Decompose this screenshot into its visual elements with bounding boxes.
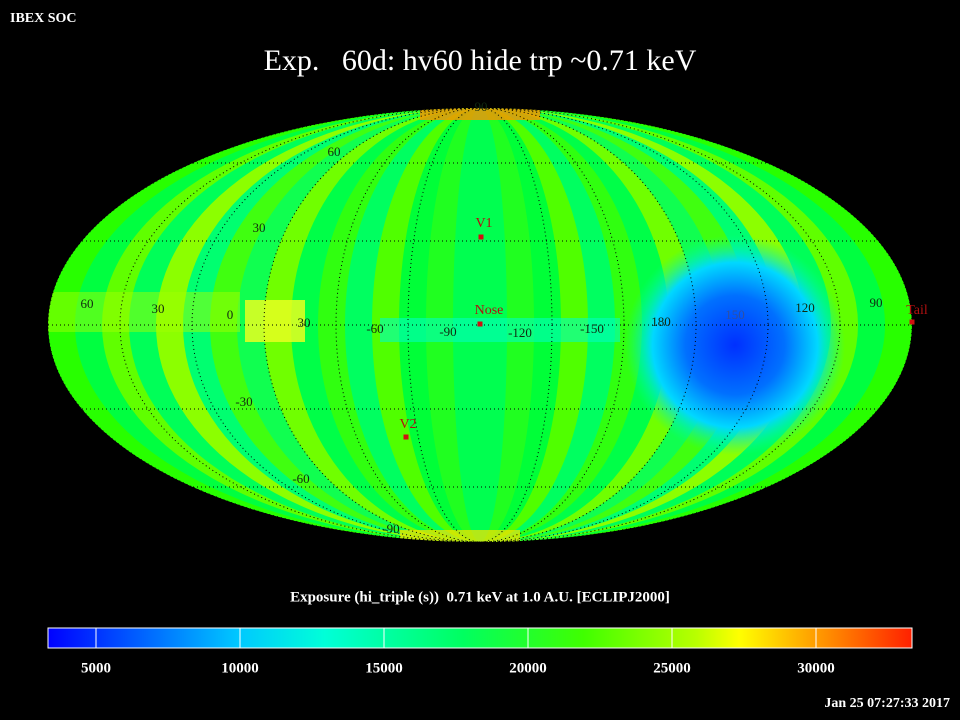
colorbar-tick-label: 30000 bbox=[797, 660, 835, 676]
marker-point bbox=[909, 319, 915, 325]
longitude-label: -60 bbox=[366, 321, 383, 336]
longitude-label: 180 bbox=[651, 314, 671, 329]
timestamp: Jan 25 07:27:33 2017 bbox=[824, 696, 950, 711]
source-label: IBEX SOC bbox=[10, 11, 77, 26]
longitude-label: -120 bbox=[508, 325, 532, 340]
marker-label: V2 bbox=[399, 417, 416, 432]
map-labels: 60 30 0 30 -60 -90 -120 -150 180 150 120 90 90 60 30 -3… bbox=[81, 99, 928, 536]
latitude-label: 90 bbox=[475, 99, 488, 114]
colorbar-tick-label: 10000 bbox=[221, 660, 259, 676]
latitude-label: -30 bbox=[235, 394, 252, 409]
longitude-label: 30 bbox=[298, 315, 311, 330]
longitude-label: -150 bbox=[580, 321, 604, 336]
longitude-label: 30 bbox=[152, 301, 165, 316]
longitude-label: 0 bbox=[227, 307, 234, 322]
exposure-minimum bbox=[625, 235, 845, 455]
longitude-label: -90 bbox=[439, 324, 456, 339]
marker-label: V1 bbox=[475, 216, 492, 231]
longitude-label: 90 bbox=[870, 295, 883, 310]
colorbar bbox=[48, 628, 912, 648]
marker-point bbox=[403, 434, 409, 440]
sky-patch bbox=[420, 108, 540, 120]
sky-patch bbox=[245, 300, 305, 342]
meridian bbox=[47, 107, 913, 543]
colorbar-caption: Exposure (hi_triple (s)) 0.71 keV at 1.0… bbox=[290, 589, 670, 605]
colorbar-ticks: 5000 10000 15000 20000 25000 30000 bbox=[47, 627, 913, 676]
colorbar-tick-label: 25000 bbox=[653, 660, 691, 676]
marker-label: Tail bbox=[906, 303, 928, 318]
latitude-label: 60 bbox=[328, 144, 341, 159]
sky-map bbox=[48, 108, 912, 542]
title: Exp. 60d: hv60 hide trp ~0.71 keV bbox=[264, 44, 697, 77]
longitude-label: 60 bbox=[81, 296, 94, 311]
latitude-label: -60 bbox=[292, 471, 309, 486]
colorbar-tick-label: 5000 bbox=[81, 660, 111, 676]
sky-patch bbox=[380, 318, 620, 342]
longitude-label: 120 bbox=[795, 300, 815, 315]
sky-patch bbox=[48, 292, 240, 332]
marker-label: Nose bbox=[475, 303, 504, 318]
latitude-label: -90 bbox=[382, 521, 399, 536]
marker-point bbox=[477, 321, 483, 327]
colorbar-tick-label: 15000 bbox=[365, 660, 403, 676]
longitude-label: 150 bbox=[725, 307, 745, 322]
colorbar-frame bbox=[47, 627, 913, 649]
colorbar-tick-label: 20000 bbox=[509, 660, 547, 676]
marker-point bbox=[478, 234, 484, 240]
latitude-label: 30 bbox=[253, 220, 266, 235]
